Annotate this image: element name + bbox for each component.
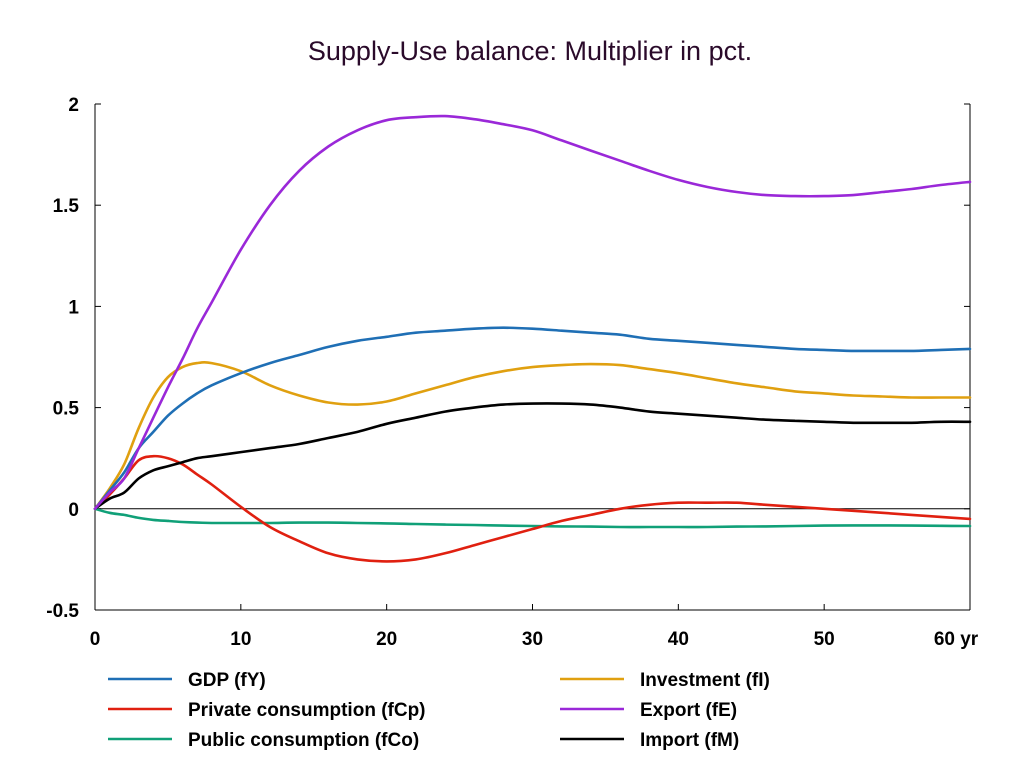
x-tick-label: 10 [230,629,251,650]
series-line-import-fm [93,402,972,511]
legend-label-private-consumption-fcp: Private consumption (fCp) [188,700,426,721]
x-tick-label: 60 yr [934,629,979,650]
legend-label-gdp-fy: GDP (fY) [188,670,266,691]
legend-label-import-fm: Import (fM) [640,730,739,751]
series-line-gdp-fy [93,326,972,511]
x-tick-label: 40 [668,629,689,650]
x-tick-label: 50 [814,629,835,650]
series-line-export-fe [93,114,972,511]
y-tick-label: 1.5 [53,196,80,217]
y-tick-label: 2 [68,95,79,116]
series-layer [93,114,972,563]
series-line-public-consumption-fco [93,507,972,529]
y-tick-label: -0.5 [46,601,79,622]
legend-label-investment-fi: Investment (fI) [640,670,770,691]
y-tick-label: 0.5 [53,399,80,420]
axes: -0.500.511.520 10 20 30 40 50 60 yr [46,95,979,650]
legend: GDP (fY) Investment (fI) Private consumpti… [108,670,770,751]
y-tick-label: 1 [68,297,79,318]
legend-label-export-fe: Export (fE) [640,700,737,721]
x-tick-label: 0 [90,629,101,650]
legend-label-public-consumption-fco: Public consumption (fCo) [188,730,419,751]
x-tick-label: 30 [522,629,543,650]
chart-title: Supply-Use balance: Multiplier in pct. [308,36,752,66]
y-tick-label: 0 [68,500,79,521]
series-line-investment-fi [93,361,972,511]
x-tick-label: 20 [376,629,397,650]
